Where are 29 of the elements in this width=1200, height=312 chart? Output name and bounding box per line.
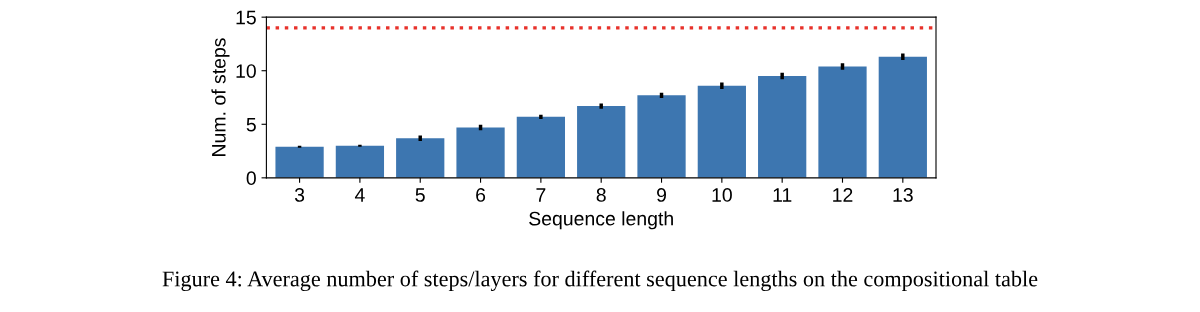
x-tick-label: 6 — [476, 188, 486, 202]
bar — [396, 138, 445, 178]
y-tick-label: 0 — [246, 171, 256, 186]
caption: Figure 4: Average number of steps/layers for different sequence lengths on the compositional table — [162, 270, 1038, 292]
bar — [818, 66, 867, 178]
bar — [637, 95, 686, 178]
x-tick-label: 3 — [294, 188, 305, 202]
bar — [456, 127, 505, 178]
bar — [758, 76, 807, 178]
x-tick-label: 4 — [354, 188, 365, 202]
bar — [697, 85, 746, 178]
x-tick-label: 13 — [893, 188, 913, 202]
y-tick-label: 5 — [246, 117, 256, 132]
x-tick-label: 7 — [536, 188, 546, 202]
bar — [516, 116, 566, 178]
bar — [335, 145, 385, 178]
x-tick-label: 9 — [657, 188, 667, 202]
y-tick-label: 10 — [236, 64, 256, 78]
bar — [577, 106, 626, 178]
x-tick-label: 11 — [773, 188, 792, 202]
bar — [275, 146, 324, 178]
x-axis-title: Sequence length — [529, 211, 673, 230]
x-tick-label: 12 — [833, 188, 853, 202]
bar — [878, 56, 927, 178]
y-axis-title: Num. of steps — [211, 38, 230, 156]
y-tick-label: 15 — [236, 10, 256, 25]
x-tick-label: 10 — [712, 188, 732, 202]
x-tick-label: 8 — [596, 188, 606, 202]
x-tick-label: 5 — [415, 188, 425, 202]
